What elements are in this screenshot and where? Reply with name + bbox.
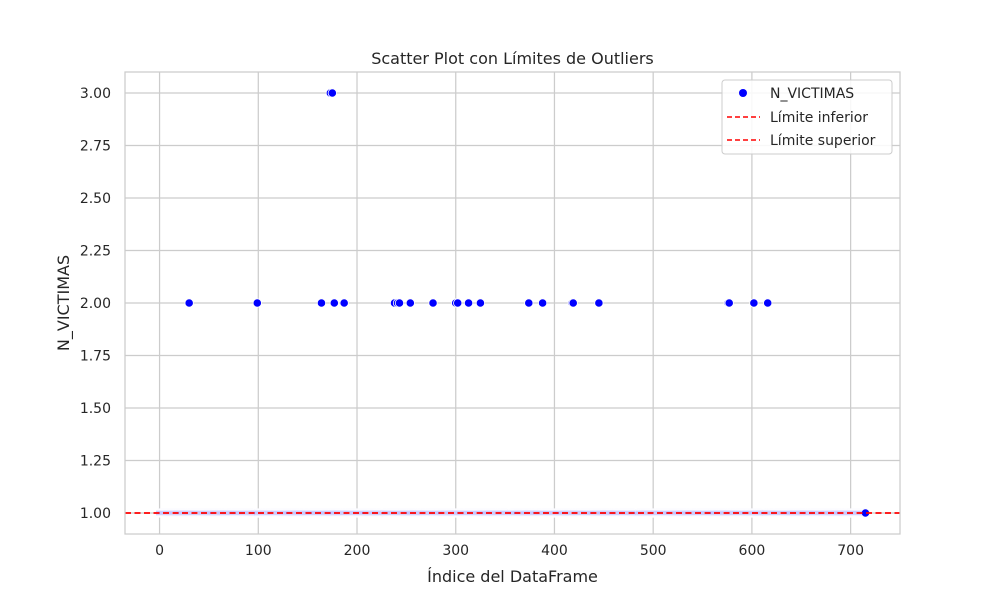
y-tick-label: 2.25 [80, 244, 111, 260]
chart-title: Scatter Plot con Límites de Outliers [371, 49, 654, 68]
x-tick-label: 700 [837, 543, 864, 559]
y-tick-label: 1.75 [80, 349, 111, 365]
x-tick-label: 600 [739, 543, 766, 559]
data-point-outlier [463, 298, 474, 308]
data-point-outlier [252, 298, 262, 308]
legend-label-points: N_VICTIMAS [770, 86, 854, 102]
data-point-outlier [405, 298, 415, 308]
data-point-outlier [763, 298, 773, 308]
y-tick-label: 1.00 [80, 506, 111, 522]
x-tick-label: 100 [245, 543, 272, 559]
data-point-outlier [329, 298, 339, 308]
data-point-outlier [453, 298, 463, 308]
y-tick-label: 2.50 [80, 191, 111, 207]
y-tick-label: 2.75 [80, 139, 111, 155]
data-point-outlier [316, 298, 327, 308]
legend-label-lower: Límite inferior [770, 110, 868, 126]
legend-box [721, 79, 893, 155]
x-axis-label: Índice del DataFrame [427, 567, 598, 586]
legend-label-upper: Límite superior [770, 133, 876, 149]
x-tick-label: 200 [344, 543, 371, 559]
data-point-outlier [524, 298, 534, 308]
y-tick-label: 2.00 [80, 296, 111, 312]
data-point-outlier [327, 88, 337, 98]
data-point-outlier [594, 298, 604, 308]
y-tick-label: 3.00 [80, 86, 111, 102]
x-tick-label: 400 [541, 543, 568, 559]
data-point-outlier [538, 298, 548, 308]
plot-frame [124, 71, 901, 535]
data-point-outlier [184, 298, 194, 308]
data-point-outlier [394, 298, 405, 308]
x-tick-label: 300 [442, 543, 469, 559]
legend-marker-points [739, 89, 747, 97]
data-point-outlier [724, 298, 734, 308]
data-point-outlier [749, 298, 759, 308]
x-tick-label: 0 [155, 543, 164, 559]
legend: N_VICTIMAS Límite inferior Límite superi… [721, 79, 893, 155]
x-tick-labels: 0 100 200 300 400 500 600 700 [155, 543, 864, 559]
y-axis-label: N_VICTIMAS [54, 255, 74, 351]
data-point-outlier [339, 298, 349, 308]
data-point-outlier [428, 298, 438, 308]
y-tick-label: 1.50 [80, 401, 111, 417]
x-tick-label: 500 [640, 543, 667, 559]
data-point-outlier [568, 298, 578, 308]
y-tick-label: 1.25 [80, 454, 111, 470]
data-point-outlier [475, 298, 486, 308]
y-tick-labels: 1.00 1.25 1.50 1.75 2.00 2.25 2.50 2.75 3.00 [80, 86, 111, 522]
